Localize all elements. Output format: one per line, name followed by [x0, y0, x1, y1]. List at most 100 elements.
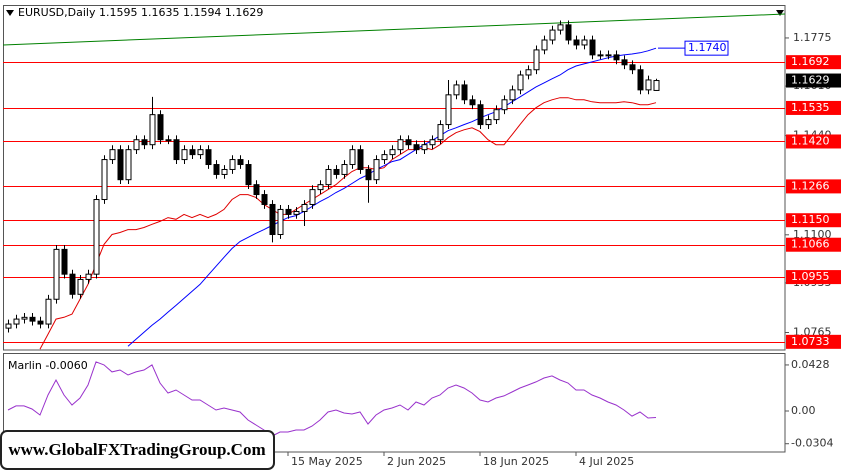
level-label: 1.0955 — [791, 270, 830, 283]
candle-body — [453, 84, 460, 96]
candle-body — [341, 164, 348, 175]
candle-body — [21, 316, 28, 320]
candle-body — [605, 54, 612, 57]
candle-body — [157, 114, 164, 141]
level-label: 1.1692 — [791, 55, 830, 68]
price-plot — [3, 13, 785, 350]
level-label-box — [786, 179, 841, 194]
candle-body — [485, 119, 492, 126]
candle-body — [13, 318, 20, 325]
candle-body — [629, 64, 636, 71]
indicator-line — [7, 361, 657, 437]
level-label-box — [786, 237, 841, 252]
candle-body — [5, 323, 12, 329]
candle-body — [501, 99, 508, 111]
candle-body — [85, 273, 92, 280]
candle-body — [573, 39, 580, 46]
last-price-box — [786, 73, 841, 88]
candle-body — [301, 203, 308, 212]
candle-body — [237, 159, 244, 166]
level-label-box — [786, 100, 841, 115]
candle-body — [405, 139, 412, 146]
candle-body — [285, 208, 292, 215]
level-label: 1.1066 — [791, 238, 830, 251]
candle-body — [45, 298, 52, 325]
candle-body — [357, 149, 364, 170]
candle-body — [325, 168, 332, 186]
candle-body — [637, 69, 644, 91]
candle-body — [277, 208, 284, 236]
indicator-title: Marlin -0.0060 — [8, 359, 88, 372]
watermark: www.GlobalFXTradingGroup.Com — [0, 430, 275, 470]
candle-body — [461, 84, 468, 101]
x-tick-label: 4 Jul 2025 — [579, 455, 634, 468]
trendline — [3, 13, 785, 46]
indicator-pane-border — [3, 353, 786, 453]
candle-body — [293, 210, 300, 215]
candle-body — [437, 124, 444, 141]
candle-body — [349, 149, 356, 166]
moving-average — [39, 97, 657, 350]
candle-body — [69, 273, 76, 295]
candle-body — [613, 54, 620, 61]
scroll-icon[interactable] — [776, 10, 784, 16]
candle-body — [317, 184, 324, 191]
candle-body — [581, 39, 588, 46]
level-label: 1.1150 — [791, 213, 830, 226]
watermark-box — [0, 430, 275, 470]
chart-title: EURUSD,Daily 1.1595 1.1635 1.1594 1.1629 — [18, 6, 263, 19]
candle-body — [365, 168, 372, 181]
candle-body — [125, 149, 132, 181]
candle-body — [117, 149, 124, 181]
candle-body — [205, 149, 212, 166]
ma-label: 1.1740 — [688, 41, 727, 54]
candle-body — [597, 54, 604, 57]
candle-body — [149, 114, 156, 146]
candle-body — [261, 194, 268, 205]
candle-body — [653, 80, 660, 91]
candle-body — [565, 24, 572, 41]
indicator-y-tick-label: 0.0428 — [791, 358, 830, 371]
candle-body — [77, 278, 84, 295]
candle-body — [173, 139, 180, 161]
candle-body — [469, 99, 476, 106]
candle-body — [445, 94, 452, 126]
watermark-text: www.GlobalFXTradingGroup.Com — [8, 440, 265, 459]
x-tick-label: 18 Jun 2025 — [483, 455, 549, 468]
candle-body — [29, 316, 36, 322]
x-tick-label: 15 May 2025 — [291, 455, 363, 468]
candle-body — [61, 248, 68, 275]
candle-body — [189, 149, 196, 156]
candle-body — [141, 139, 148, 146]
candle-body — [109, 149, 116, 161]
candle-body — [381, 154, 388, 161]
candle-body — [93, 199, 100, 275]
last-price-label: 1.1629 — [791, 74, 830, 87]
candle-body — [221, 168, 228, 175]
level-label-box — [786, 55, 841, 70]
candle-body — [541, 39, 548, 51]
level-label: 1.1535 — [791, 101, 830, 114]
candle-body — [621, 59, 628, 66]
candle-body — [165, 139, 172, 142]
ma-label-box — [684, 40, 729, 56]
indicator-y-tick-label: -0.0304 — [791, 437, 833, 450]
candle-body — [309, 189, 316, 205]
candle-body — [533, 49, 540, 71]
candle-body — [101, 159, 108, 201]
candle-body — [269, 203, 276, 236]
y-tick-label: 1.1100 — [793, 228, 832, 241]
candle-body — [525, 69, 532, 76]
candle-body — [421, 144, 428, 151]
candle-body — [397, 139, 404, 151]
candle-body — [493, 109, 500, 121]
candle-body — [213, 164, 220, 175]
level-label: 1.1420 — [791, 134, 830, 147]
candle-body — [429, 139, 436, 146]
menu-icon[interactable] — [6, 10, 14, 16]
level-label: 1.1266 — [791, 179, 830, 192]
x-tick-label: 2 Jun 2025 — [387, 455, 446, 468]
candle-body — [413, 144, 420, 151]
